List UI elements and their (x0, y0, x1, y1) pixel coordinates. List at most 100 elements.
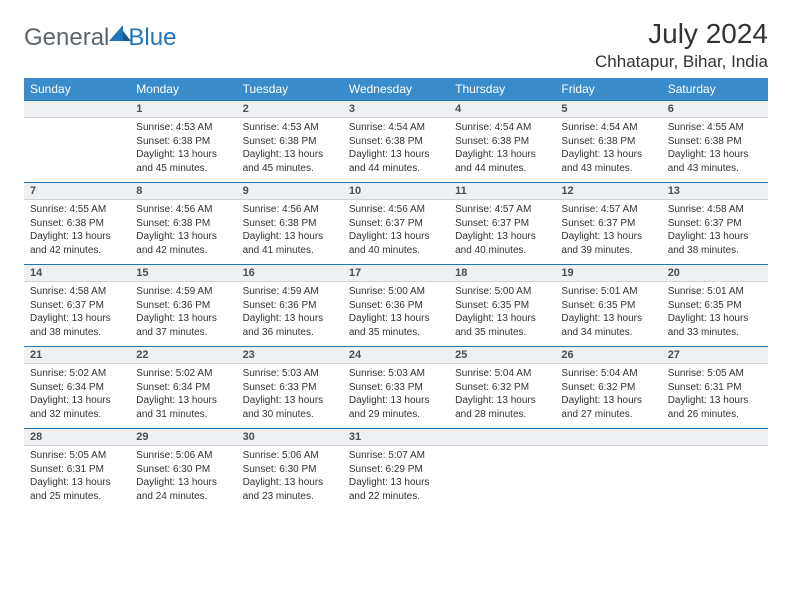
day-content: Sunrise: 5:03 AMSunset: 6:33 PMDaylight:… (237, 364, 343, 427)
daylight-text-2: and 32 minutes. (30, 408, 124, 422)
sunset-text: Sunset: 6:37 PM (561, 217, 655, 231)
sunrise-text: Sunrise: 5:04 AM (561, 367, 655, 381)
daylight-text-1: Daylight: 13 hours (243, 312, 337, 326)
sunrise-text: Sunrise: 5:06 AM (243, 449, 337, 463)
sunset-text: Sunset: 6:38 PM (30, 217, 124, 231)
sunrise-text: Sunrise: 5:01 AM (561, 285, 655, 299)
day-content: Sunrise: 5:05 AMSunset: 6:31 PMDaylight:… (662, 364, 768, 427)
calendar-day-cell: 5Sunrise: 4:54 AMSunset: 6:38 PMDaylight… (555, 100, 661, 182)
sunset-text: Sunset: 6:36 PM (243, 299, 337, 313)
empty-daynum (24, 100, 130, 118)
sunrise-text: Sunrise: 4:59 AM (136, 285, 230, 299)
calendar-day-cell: 8Sunrise: 4:56 AMSunset: 6:38 PMDaylight… (130, 182, 236, 264)
sunset-text: Sunset: 6:37 PM (349, 217, 443, 231)
empty-daynum (662, 428, 768, 446)
daylight-text-1: Daylight: 13 hours (243, 148, 337, 162)
sunset-text: Sunset: 6:30 PM (243, 463, 337, 477)
empty-daynum (449, 428, 555, 446)
sunset-text: Sunset: 6:31 PM (30, 463, 124, 477)
sunrise-text: Sunrise: 4:57 AM (455, 203, 549, 217)
sunset-text: Sunset: 6:38 PM (349, 135, 443, 149)
calendar-day-cell: 9Sunrise: 4:56 AMSunset: 6:38 PMDaylight… (237, 182, 343, 264)
daylight-text-1: Daylight: 13 hours (668, 394, 762, 408)
sunset-text: Sunset: 6:34 PM (136, 381, 230, 395)
calendar-week-row: 14Sunrise: 4:58 AMSunset: 6:37 PMDayligh… (24, 264, 768, 346)
day-content: Sunrise: 5:01 AMSunset: 6:35 PMDaylight:… (662, 282, 768, 345)
day-number: 25 (449, 346, 555, 364)
sunset-text: Sunset: 6:35 PM (455, 299, 549, 313)
day-content: Sunrise: 4:54 AMSunset: 6:38 PMDaylight:… (555, 118, 661, 181)
daylight-text-2: and 36 minutes. (243, 326, 337, 340)
daylight-text-1: Daylight: 13 hours (668, 312, 762, 326)
day-content: Sunrise: 4:53 AMSunset: 6:38 PMDaylight:… (130, 118, 236, 181)
daylight-text-1: Daylight: 13 hours (455, 148, 549, 162)
day-content: Sunrise: 5:06 AMSunset: 6:30 PMDaylight:… (130, 446, 236, 509)
sunrise-text: Sunrise: 5:00 AM (349, 285, 443, 299)
calendar-body: 1Sunrise: 4:53 AMSunset: 6:38 PMDaylight… (24, 100, 768, 510)
day-number: 26 (555, 346, 661, 364)
sunset-text: Sunset: 6:38 PM (136, 135, 230, 149)
sunrise-text: Sunrise: 4:54 AM (349, 121, 443, 135)
daylight-text-1: Daylight: 13 hours (561, 148, 655, 162)
day-number: 16 (237, 264, 343, 282)
calendar-day-cell: 26Sunrise: 5:04 AMSunset: 6:32 PMDayligh… (555, 346, 661, 428)
daylight-text-1: Daylight: 13 hours (668, 230, 762, 244)
calendar-day-cell (449, 428, 555, 510)
weekday-header: Wednesday (343, 78, 449, 100)
sunrise-text: Sunrise: 4:56 AM (243, 203, 337, 217)
daylight-text-1: Daylight: 13 hours (455, 312, 549, 326)
calendar-day-cell: 12Sunrise: 4:57 AMSunset: 6:37 PMDayligh… (555, 182, 661, 264)
title-block: July 2024 Chhatapur, Bihar, India (595, 18, 768, 72)
calendar-week-row: 28Sunrise: 5:05 AMSunset: 6:31 PMDayligh… (24, 428, 768, 510)
calendar-day-cell: 11Sunrise: 4:57 AMSunset: 6:37 PMDayligh… (449, 182, 555, 264)
day-content: Sunrise: 4:59 AMSunset: 6:36 PMDaylight:… (237, 282, 343, 345)
daylight-text-2: and 43 minutes. (561, 162, 655, 176)
daylight-text-2: and 44 minutes. (349, 162, 443, 176)
day-number: 5 (555, 100, 661, 118)
calendar-day-cell: 18Sunrise: 5:00 AMSunset: 6:35 PMDayligh… (449, 264, 555, 346)
daylight-text-2: and 40 minutes. (349, 244, 443, 258)
calendar-day-cell: 7Sunrise: 4:55 AMSunset: 6:38 PMDaylight… (24, 182, 130, 264)
day-content: Sunrise: 4:54 AMSunset: 6:38 PMDaylight:… (449, 118, 555, 181)
calendar-day-cell: 20Sunrise: 5:01 AMSunset: 6:35 PMDayligh… (662, 264, 768, 346)
calendar-day-cell: 1Sunrise: 4:53 AMSunset: 6:38 PMDaylight… (130, 100, 236, 182)
location: Chhatapur, Bihar, India (595, 52, 768, 72)
logo-text-blue: Blue (128, 24, 176, 52)
sunset-text: Sunset: 6:37 PM (668, 217, 762, 231)
daylight-text-1: Daylight: 13 hours (243, 394, 337, 408)
sunset-text: Sunset: 6:35 PM (561, 299, 655, 313)
day-number: 21 (24, 346, 130, 364)
day-content: Sunrise: 4:56 AMSunset: 6:38 PMDaylight:… (237, 200, 343, 263)
calendar-week-row: 21Sunrise: 5:02 AMSunset: 6:34 PMDayligh… (24, 346, 768, 428)
sunset-text: Sunset: 6:38 PM (455, 135, 549, 149)
day-number: 8 (130, 182, 236, 200)
day-number: 20 (662, 264, 768, 282)
calendar-day-cell: 25Sunrise: 5:04 AMSunset: 6:32 PMDayligh… (449, 346, 555, 428)
sunset-text: Sunset: 6:38 PM (243, 135, 337, 149)
sunrise-text: Sunrise: 5:01 AM (668, 285, 762, 299)
daylight-text-2: and 31 minutes. (136, 408, 230, 422)
sunrise-text: Sunrise: 5:00 AM (455, 285, 549, 299)
daylight-text-1: Daylight: 13 hours (243, 476, 337, 490)
day-content: Sunrise: 4:56 AMSunset: 6:38 PMDaylight:… (130, 200, 236, 263)
daylight-text-2: and 41 minutes. (243, 244, 337, 258)
day-number: 2 (237, 100, 343, 118)
day-content: Sunrise: 5:07 AMSunset: 6:29 PMDaylight:… (343, 446, 449, 509)
daylight-text-2: and 23 minutes. (243, 490, 337, 504)
day-content: Sunrise: 4:59 AMSunset: 6:36 PMDaylight:… (130, 282, 236, 345)
day-content: Sunrise: 4:54 AMSunset: 6:38 PMDaylight:… (343, 118, 449, 181)
daylight-text-2: and 44 minutes. (455, 162, 549, 176)
day-content: Sunrise: 5:06 AMSunset: 6:30 PMDaylight:… (237, 446, 343, 509)
calendar-day-cell: 15Sunrise: 4:59 AMSunset: 6:36 PMDayligh… (130, 264, 236, 346)
daylight-text-1: Daylight: 13 hours (136, 312, 230, 326)
daylight-text-1: Daylight: 13 hours (561, 312, 655, 326)
day-content: Sunrise: 5:04 AMSunset: 6:32 PMDaylight:… (555, 364, 661, 427)
sunrise-text: Sunrise: 4:58 AM (668, 203, 762, 217)
daylight-text-2: and 42 minutes. (30, 244, 124, 258)
day-content: Sunrise: 4:55 AMSunset: 6:38 PMDaylight:… (662, 118, 768, 181)
sunset-text: Sunset: 6:34 PM (30, 381, 124, 395)
sunset-text: Sunset: 6:31 PM (668, 381, 762, 395)
sunrise-text: Sunrise: 5:02 AM (30, 367, 124, 381)
daylight-text-2: and 37 minutes. (136, 326, 230, 340)
sunset-text: Sunset: 6:32 PM (561, 381, 655, 395)
